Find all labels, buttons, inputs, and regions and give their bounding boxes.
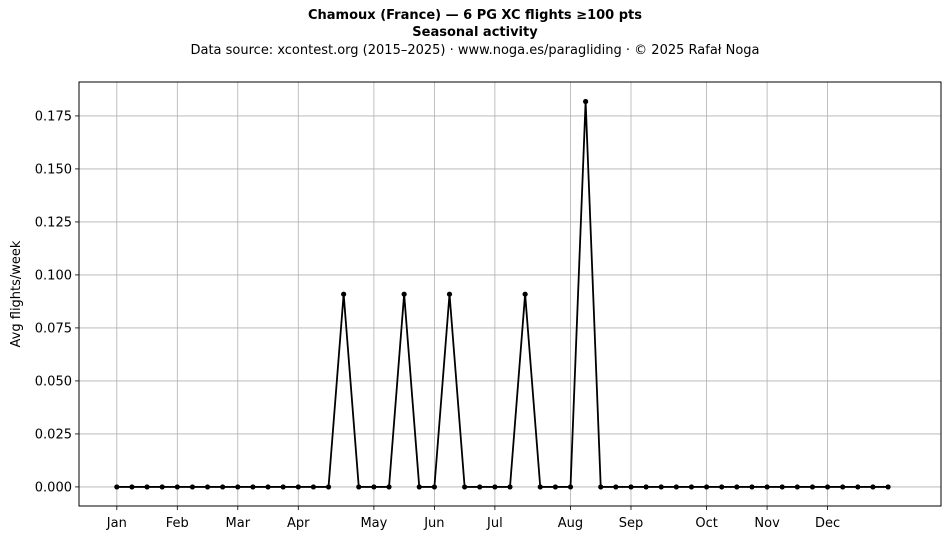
data-point — [537, 484, 543, 490]
data-point — [885, 484, 891, 490]
data-point — [734, 484, 740, 490]
data-point — [295, 484, 301, 490]
y-tick-label: 0.000 — [35, 480, 72, 495]
x-tick-label: Mar — [226, 516, 251, 531]
x-tick-label: May — [360, 516, 387, 531]
x-gridlines — [116, 82, 828, 506]
data-point — [462, 484, 468, 490]
source-note: Data source: xcontest.org (2015–2025) · … — [190, 43, 760, 58]
data-point — [658, 484, 664, 490]
series-group — [114, 98, 891, 490]
x-tick-label: Apr — [287, 516, 310, 531]
y-tick-label: 0.175 — [35, 109, 72, 124]
data-point — [401, 291, 407, 297]
x-tick-label: Feb — [166, 516, 189, 531]
x-tick-label: Sep — [619, 516, 644, 531]
data-point — [371, 484, 377, 490]
data-point — [719, 484, 725, 490]
data-point — [703, 484, 710, 490]
series-line — [116, 100, 889, 488]
y-tick-label: 0.050 — [35, 374, 72, 389]
data-point — [431, 484, 437, 490]
data-point — [341, 291, 347, 297]
data-point — [386, 484, 392, 490]
axis-tick-labels: Jan Feb Mar Apr May Jun Jul Aug Sep Oct Nov Dec 0.00… — [35, 109, 840, 531]
y-axis-label: Avg flights/week — [9, 240, 24, 347]
chart-title: Chamoux (France) — 6 PG XC flights ≥100 … — [307, 8, 643, 23]
data-point — [855, 484, 861, 490]
data-point — [477, 484, 483, 490]
data-point — [628, 484, 634, 490]
data-point — [280, 484, 286, 490]
data-point — [129, 484, 135, 490]
data-point — [250, 484, 256, 490]
data-point — [870, 484, 876, 490]
data-point — [159, 484, 165, 490]
axis-ticks — [75, 115, 828, 510]
x-tick-label: Nov — [754, 516, 780, 531]
data-point — [643, 484, 649, 490]
data-point — [310, 484, 317, 490]
data-point — [235, 484, 241, 490]
data-point — [356, 484, 362, 490]
data-point — [325, 484, 332, 490]
data-point — [204, 484, 211, 490]
data-point — [840, 484, 846, 490]
plot-frame — [78, 81, 942, 507]
data-point — [416, 484, 422, 490]
y-tick-label: 0.150 — [35, 162, 72, 177]
data-point — [552, 484, 558, 490]
data-point — [265, 484, 271, 490]
data-point — [446, 291, 453, 297]
y-tick-label: 0.075 — [35, 321, 72, 336]
data-point — [613, 484, 619, 490]
data-point — [144, 484, 150, 490]
data-point — [492, 484, 498, 490]
data-point — [189, 484, 196, 490]
data-point — [220, 484, 226, 490]
data-point — [764, 484, 770, 490]
data-point — [779, 484, 785, 490]
y-tick-label: 0.125 — [35, 215, 72, 230]
data-point — [174, 484, 180, 490]
data-point — [824, 484, 831, 490]
x-tick-label: Aug — [558, 516, 583, 531]
x-tick-label: Oct — [695, 516, 717, 531]
x-tick-label: Dec — [815, 516, 840, 531]
x-tick-label: Jun — [423, 516, 444, 531]
data-point — [809, 484, 816, 490]
data-point — [522, 291, 528, 297]
y-gridlines — [79, 115, 941, 488]
data-point — [688, 484, 695, 490]
x-tick-label: Jan — [106, 516, 127, 531]
x-tick-label: Jul — [486, 516, 503, 531]
data-point — [673, 484, 679, 490]
data-point — [507, 484, 513, 490]
y-tick-label: 0.025 — [35, 427, 72, 442]
data-point — [749, 484, 755, 490]
data-point — [598, 484, 604, 490]
data-point — [114, 484, 120, 490]
y-tick-label: 0.100 — [35, 268, 72, 283]
data-point — [583, 98, 589, 105]
data-point — [567, 484, 574, 490]
data-point — [794, 484, 800, 490]
chart-subtitle: Seasonal activity — [412, 25, 538, 40]
